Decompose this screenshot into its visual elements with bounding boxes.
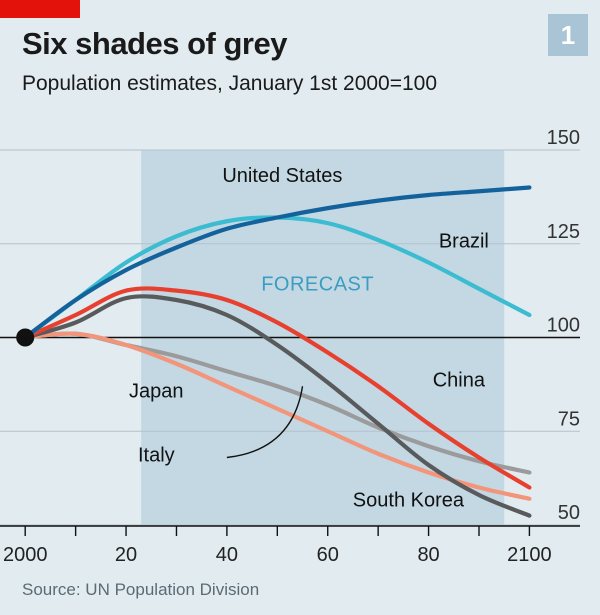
label-japan: Japan xyxy=(129,381,184,403)
x-tick-label-40: 40 xyxy=(216,544,238,566)
x-tick-label-80: 80 xyxy=(417,544,439,566)
origin-dot xyxy=(16,328,35,347)
series-labels: United States Brazil FORECAST China Japan Ita… xyxy=(129,165,489,511)
chart-title: Six shades of grey xyxy=(22,26,287,61)
label-south-korea: South Korea xyxy=(353,489,465,511)
series-line-united-states xyxy=(23,185,532,340)
y-tick-label-125: 125 xyxy=(547,221,580,243)
y-tick-label-75: 75 xyxy=(558,408,580,430)
label-united-states: United States xyxy=(222,165,342,187)
x-axis: 2000 20 40 60 80 2100 xyxy=(0,525,580,566)
x-tick-label-60: 60 xyxy=(317,544,339,566)
source-note: Source: UN Population Division xyxy=(22,580,260,599)
y-tick-label-50: 50 xyxy=(558,502,580,524)
label-italy: Italy xyxy=(138,444,175,466)
label-brazil: Brazil xyxy=(439,231,489,253)
x-tick-label-2000: 2000 xyxy=(3,544,48,566)
brand-tag xyxy=(0,0,80,18)
series-line-china xyxy=(23,286,532,490)
chart-subtitle: Population estimates, January 1st 2000=1… xyxy=(22,72,438,95)
y-axis-ticks: 50 75 100 125 150 xyxy=(547,127,580,524)
x-tick-label-2100: 2100 xyxy=(507,544,552,566)
label-china: China xyxy=(433,369,486,391)
label-forecast: FORECAST xyxy=(261,274,374,296)
series-line-south-korea xyxy=(23,294,532,518)
series-lines xyxy=(23,185,532,518)
italy-leader-line xyxy=(226,386,304,459)
grid-lines xyxy=(0,149,580,526)
x-tick-label-20: 20 xyxy=(115,544,137,566)
chart-number-badge: 1 xyxy=(548,14,588,56)
y-tick-label-150: 150 xyxy=(547,127,580,149)
y-tick-label-100: 100 xyxy=(547,315,580,337)
